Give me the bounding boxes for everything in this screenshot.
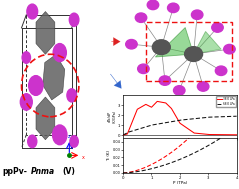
Circle shape	[191, 10, 203, 19]
Circle shape	[28, 135, 37, 148]
Circle shape	[152, 40, 170, 55]
Circle shape	[67, 89, 76, 102]
Circle shape	[53, 44, 66, 62]
Polygon shape	[36, 97, 55, 140]
Circle shape	[168, 3, 179, 13]
Circle shape	[215, 66, 227, 75]
Circle shape	[185, 47, 202, 61]
Text: x: x	[82, 155, 85, 160]
Circle shape	[138, 64, 149, 74]
Y-axis label: dTc/dP
(K/GPa): dTc/dP (K/GPa)	[108, 110, 116, 123]
Polygon shape	[36, 12, 55, 54]
Text: ppPv-: ppPv-	[2, 167, 27, 176]
Polygon shape	[155, 28, 194, 57]
Text: z: z	[68, 134, 71, 139]
Circle shape	[147, 0, 159, 10]
Text: (V): (V)	[62, 167, 75, 176]
Circle shape	[159, 76, 171, 85]
Legend: 38 K LPa, 68 K LPa: 38 K LPa, 68 K LPa	[216, 96, 236, 107]
Circle shape	[70, 136, 78, 147]
Y-axis label: Tc (K): Tc (K)	[107, 150, 111, 161]
Circle shape	[27, 4, 38, 19]
Circle shape	[135, 13, 147, 22]
Circle shape	[197, 82, 209, 91]
Text: Pnma: Pnma	[31, 167, 55, 176]
Circle shape	[126, 40, 137, 49]
Polygon shape	[43, 55, 65, 100]
Circle shape	[22, 52, 31, 63]
Circle shape	[20, 94, 32, 110]
X-axis label: P (TPa): P (TPa)	[173, 181, 187, 185]
Circle shape	[69, 13, 79, 26]
Circle shape	[174, 86, 185, 95]
Circle shape	[212, 23, 223, 32]
Circle shape	[29, 76, 43, 95]
Circle shape	[224, 44, 235, 54]
Circle shape	[53, 125, 67, 145]
Polygon shape	[194, 31, 221, 54]
